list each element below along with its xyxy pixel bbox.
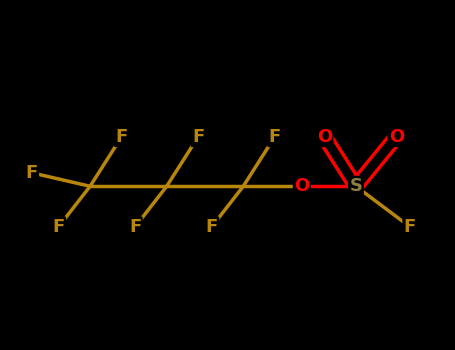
Text: S: S — [349, 177, 362, 195]
Text: O: O — [294, 177, 309, 195]
Text: F: F — [206, 218, 218, 236]
Text: F: F — [129, 218, 141, 236]
Text: F: F — [192, 128, 204, 146]
Text: F: F — [52, 218, 65, 236]
Text: O: O — [389, 128, 404, 146]
Text: F: F — [268, 128, 281, 146]
Text: O: O — [317, 128, 332, 146]
Text: F: F — [25, 164, 38, 182]
Text: F: F — [116, 128, 128, 146]
Text: F: F — [404, 218, 416, 236]
